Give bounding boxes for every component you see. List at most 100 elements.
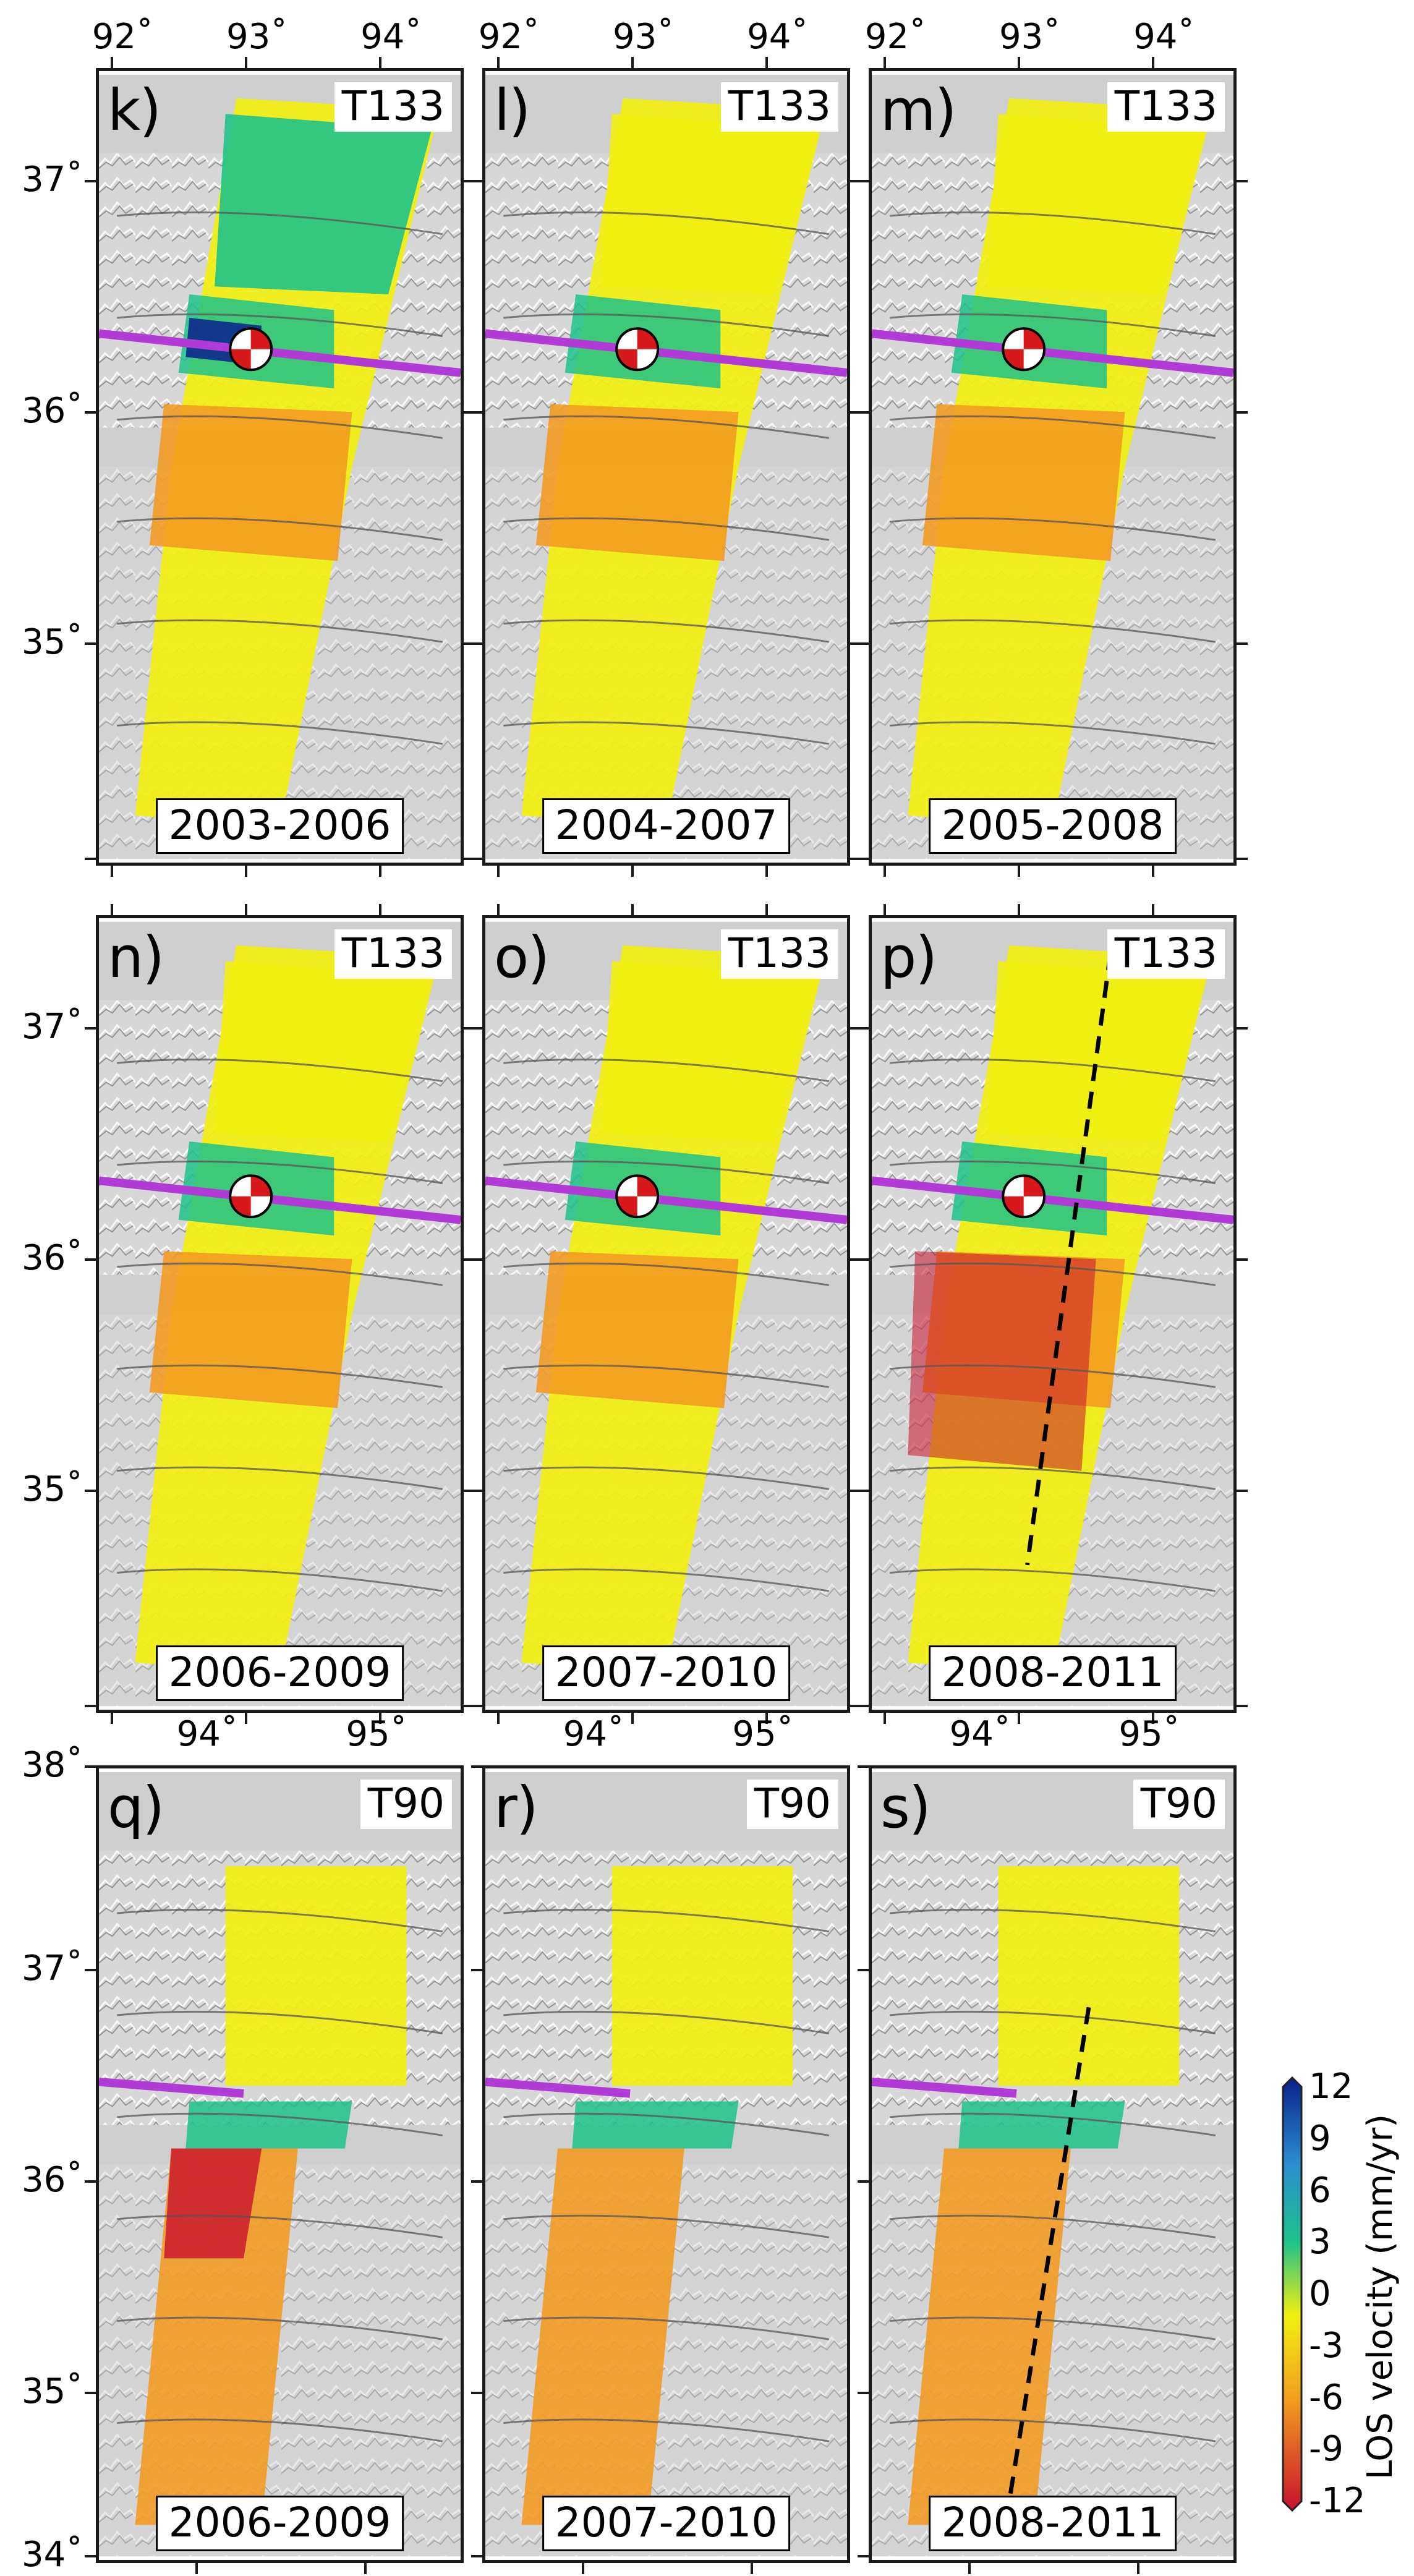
lon-tick [244, 866, 247, 877]
lat-tick [858, 411, 869, 414]
colorbar-tick-label: 12 [1309, 2066, 1353, 2107]
year-range-label: 2007-2010 [542, 1645, 791, 1701]
lon-tick [751, 2563, 754, 2574]
lat-tick [850, 858, 861, 861]
lat-tick [858, 1765, 869, 1768]
map-panel-s: s) T90 2008-2011 [869, 1765, 1237, 2563]
lat-tick [85, 858, 96, 861]
lon-tick-label: 92˚ [92, 17, 154, 57]
map-panel-k: k) T133 2003-2006 [96, 68, 464, 866]
map-panel-m: m) T133 2005-2008 [869, 68, 1237, 866]
lon-tick [496, 866, 500, 877]
lat-tick [850, 1026, 861, 1030]
lon-tick [1017, 1713, 1020, 1724]
focal-mechanism-icon [1002, 327, 1046, 372]
focal-mechanism-icon [615, 1174, 660, 1219]
year-range-label: 2008-2011 [928, 2496, 1177, 2551]
lon-tick-label: 94˚ [949, 1714, 1011, 1754]
colorbar-tick-label: 9 [1309, 2118, 1331, 2159]
lon-tick [496, 1713, 500, 1724]
lon-tick [1152, 57, 1155, 68]
lon-tick [110, 1713, 113, 1724]
lat-tick [1237, 411, 1248, 414]
year-range-label: 2008-2011 [928, 1645, 1177, 1701]
lat-tick [471, 1968, 482, 1971]
lon-tick [631, 866, 634, 877]
lat-tick [1237, 1489, 1248, 1492]
track-label: T90 [746, 1780, 838, 1829]
year-range-label: 2003-2006 [155, 798, 404, 854]
lat-tick [858, 179, 869, 182]
panel-letter: l) [494, 77, 530, 143]
colorbar-gradient [1282, 2076, 1303, 2512]
lon-tick [631, 1713, 634, 1724]
lat-tick [85, 2555, 96, 2558]
lon-tick [631, 904, 634, 915]
lon-tick-label: 94˚ [1133, 17, 1195, 57]
colorbar-tick-label: 0 [1309, 2274, 1331, 2314]
lat-tick [1237, 642, 1248, 645]
lat-tick [858, 2555, 869, 2558]
lat-tick [858, 1258, 869, 1261]
lat-tick [464, 1026, 475, 1030]
lat-tick [471, 1489, 482, 1492]
lat-tick [471, 1705, 482, 1708]
lon-tick [1017, 866, 1020, 877]
lon-tick [364, 2563, 367, 2574]
map-panel-q: q) T90 2006-2009 [96, 1765, 464, 2563]
panel-letter: r) [494, 1775, 539, 1841]
lon-tick-label: 94˚ [176, 1714, 238, 1754]
lon-tick [1017, 904, 1020, 915]
lon-tick [379, 57, 382, 68]
lon-tick-label: 92˚ [478, 17, 540, 57]
lon-tick [379, 866, 382, 877]
lat-tick [464, 1705, 475, 1708]
lat-tick [471, 411, 482, 414]
lat-tick [471, 179, 482, 182]
lat-tick [850, 1489, 861, 1492]
lat-tick [471, 1258, 482, 1261]
lat-tick [850, 1258, 861, 1261]
panel-letter: p) [880, 924, 937, 991]
lat-tick [471, 2391, 482, 2394]
lat-tick [85, 1765, 96, 1768]
lon-tick [968, 2563, 971, 2574]
focal-mechanism-icon [229, 1174, 273, 1219]
lat-tick [85, 411, 96, 414]
year-range-label: 2006-2009 [155, 1645, 404, 1701]
map-panel-p: p) T133 2008-2011 [869, 915, 1237, 1713]
colorbar-tick-label: -9 [1309, 2429, 1344, 2470]
colorbar [1282, 2076, 1303, 2512]
lat-tick [471, 642, 482, 645]
year-range-label: 2006-2009 [155, 2496, 404, 2551]
lon-tick [379, 904, 382, 915]
colorbar-tick-label: -3 [1309, 2325, 1344, 2366]
lat-tick [85, 1026, 96, 1030]
lon-tick [195, 2563, 198, 2574]
lon-tick [765, 866, 769, 877]
lon-tick-label: 95˚ [1118, 1714, 1180, 1754]
track-label: T90 [1133, 1780, 1225, 1829]
lat-tick [1237, 1258, 1248, 1261]
lat-tick [471, 2180, 482, 2183]
lat-tick-label: 36˚ [22, 2159, 83, 2200]
lat-tick [85, 1968, 96, 1971]
lat-tick-label: 35˚ [22, 621, 83, 662]
lat-tick-label: 34˚ [22, 2535, 83, 2575]
lat-tick [85, 642, 96, 645]
lat-tick [1237, 1026, 1248, 1030]
lon-tick [631, 57, 634, 68]
lon-tick [765, 904, 769, 915]
focal-mechanism-icon [615, 327, 660, 372]
lat-tick [858, 1489, 869, 1492]
lat-tick [85, 1489, 96, 1492]
lon-tick-label: 94˚ [747, 17, 809, 57]
lat-tick [464, 1258, 475, 1261]
lon-tick [496, 904, 500, 915]
lon-tick [765, 1713, 769, 1724]
lon-tick [1137, 2563, 1140, 2574]
lat-tick [471, 858, 482, 861]
lat-tick [858, 858, 869, 861]
map-panel-o: o) T133 2007-2010 [482, 915, 850, 1713]
